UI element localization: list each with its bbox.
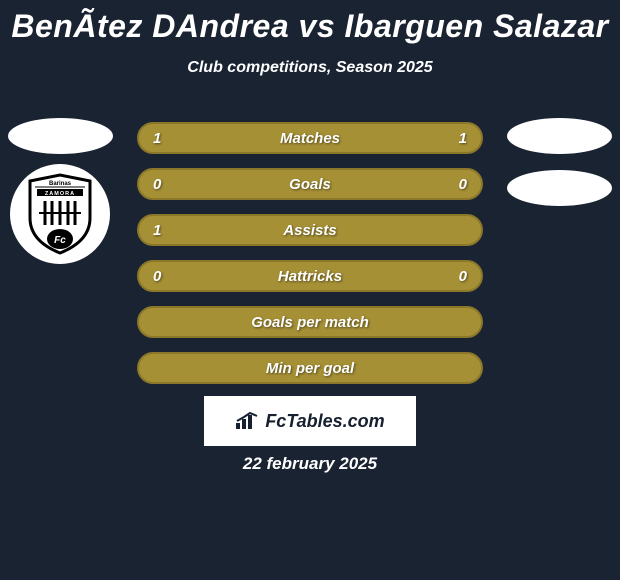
stat-row-assists: 1 Assists xyxy=(137,214,483,246)
branding-logo: FcTables.com xyxy=(235,411,384,432)
stat-left-value: 0 xyxy=(153,268,161,285)
date-text: 22 february 2025 xyxy=(0,454,620,474)
stats-panel: 1 Matches 1 0 Goals 0 1 Assists 0 Hattri… xyxy=(137,122,483,398)
stat-row-goals-per-match: Goals per match xyxy=(137,306,483,338)
chart-icon xyxy=(235,411,261,431)
branding-text: FcTables.com xyxy=(265,411,384,432)
stat-label: Min per goal xyxy=(266,360,354,377)
left-club-badge: Barinas ZAMORA Fc xyxy=(10,164,110,264)
branding-box: FcTables.com xyxy=(204,396,416,446)
right-club-badge xyxy=(507,170,612,206)
stat-right-value: 0 xyxy=(459,268,467,285)
left-player-column: Barinas ZAMORA Fc xyxy=(8,118,113,264)
right-nationality-badge xyxy=(507,118,612,154)
left-nationality-badge xyxy=(8,118,113,154)
page-subtitle: Club competitions, Season 2025 xyxy=(0,59,620,77)
stat-row-goals: 0 Goals 0 xyxy=(137,168,483,200)
stat-row-hattricks: 0 Hattricks 0 xyxy=(137,260,483,292)
stat-row-min-per-goal: Min per goal xyxy=(137,352,483,384)
stat-right-value: 0 xyxy=(459,176,467,193)
shield-icon: Barinas ZAMORA Fc xyxy=(25,173,95,255)
club-name-text: Barinas xyxy=(49,181,72,187)
page-title: BenÃ­tez DAndrea vs Ibarguen Salazar xyxy=(0,8,620,45)
stat-right-value: 1 xyxy=(459,130,467,147)
right-player-column xyxy=(507,118,612,206)
stat-label: Matches xyxy=(280,130,340,147)
stat-label: Assists xyxy=(283,222,336,239)
stat-label: Goals xyxy=(289,176,331,193)
stat-row-matches: 1 Matches 1 xyxy=(137,122,483,154)
club-sub-text: ZAMORA xyxy=(45,191,75,197)
stat-label: Hattricks xyxy=(278,268,342,285)
club-fc-text: Fc xyxy=(54,235,66,246)
stat-label: Goals per match xyxy=(251,314,369,331)
stat-left-value: 1 xyxy=(153,222,161,239)
stat-left-value: 0 xyxy=(153,176,161,193)
stat-left-value: 1 xyxy=(153,130,161,147)
